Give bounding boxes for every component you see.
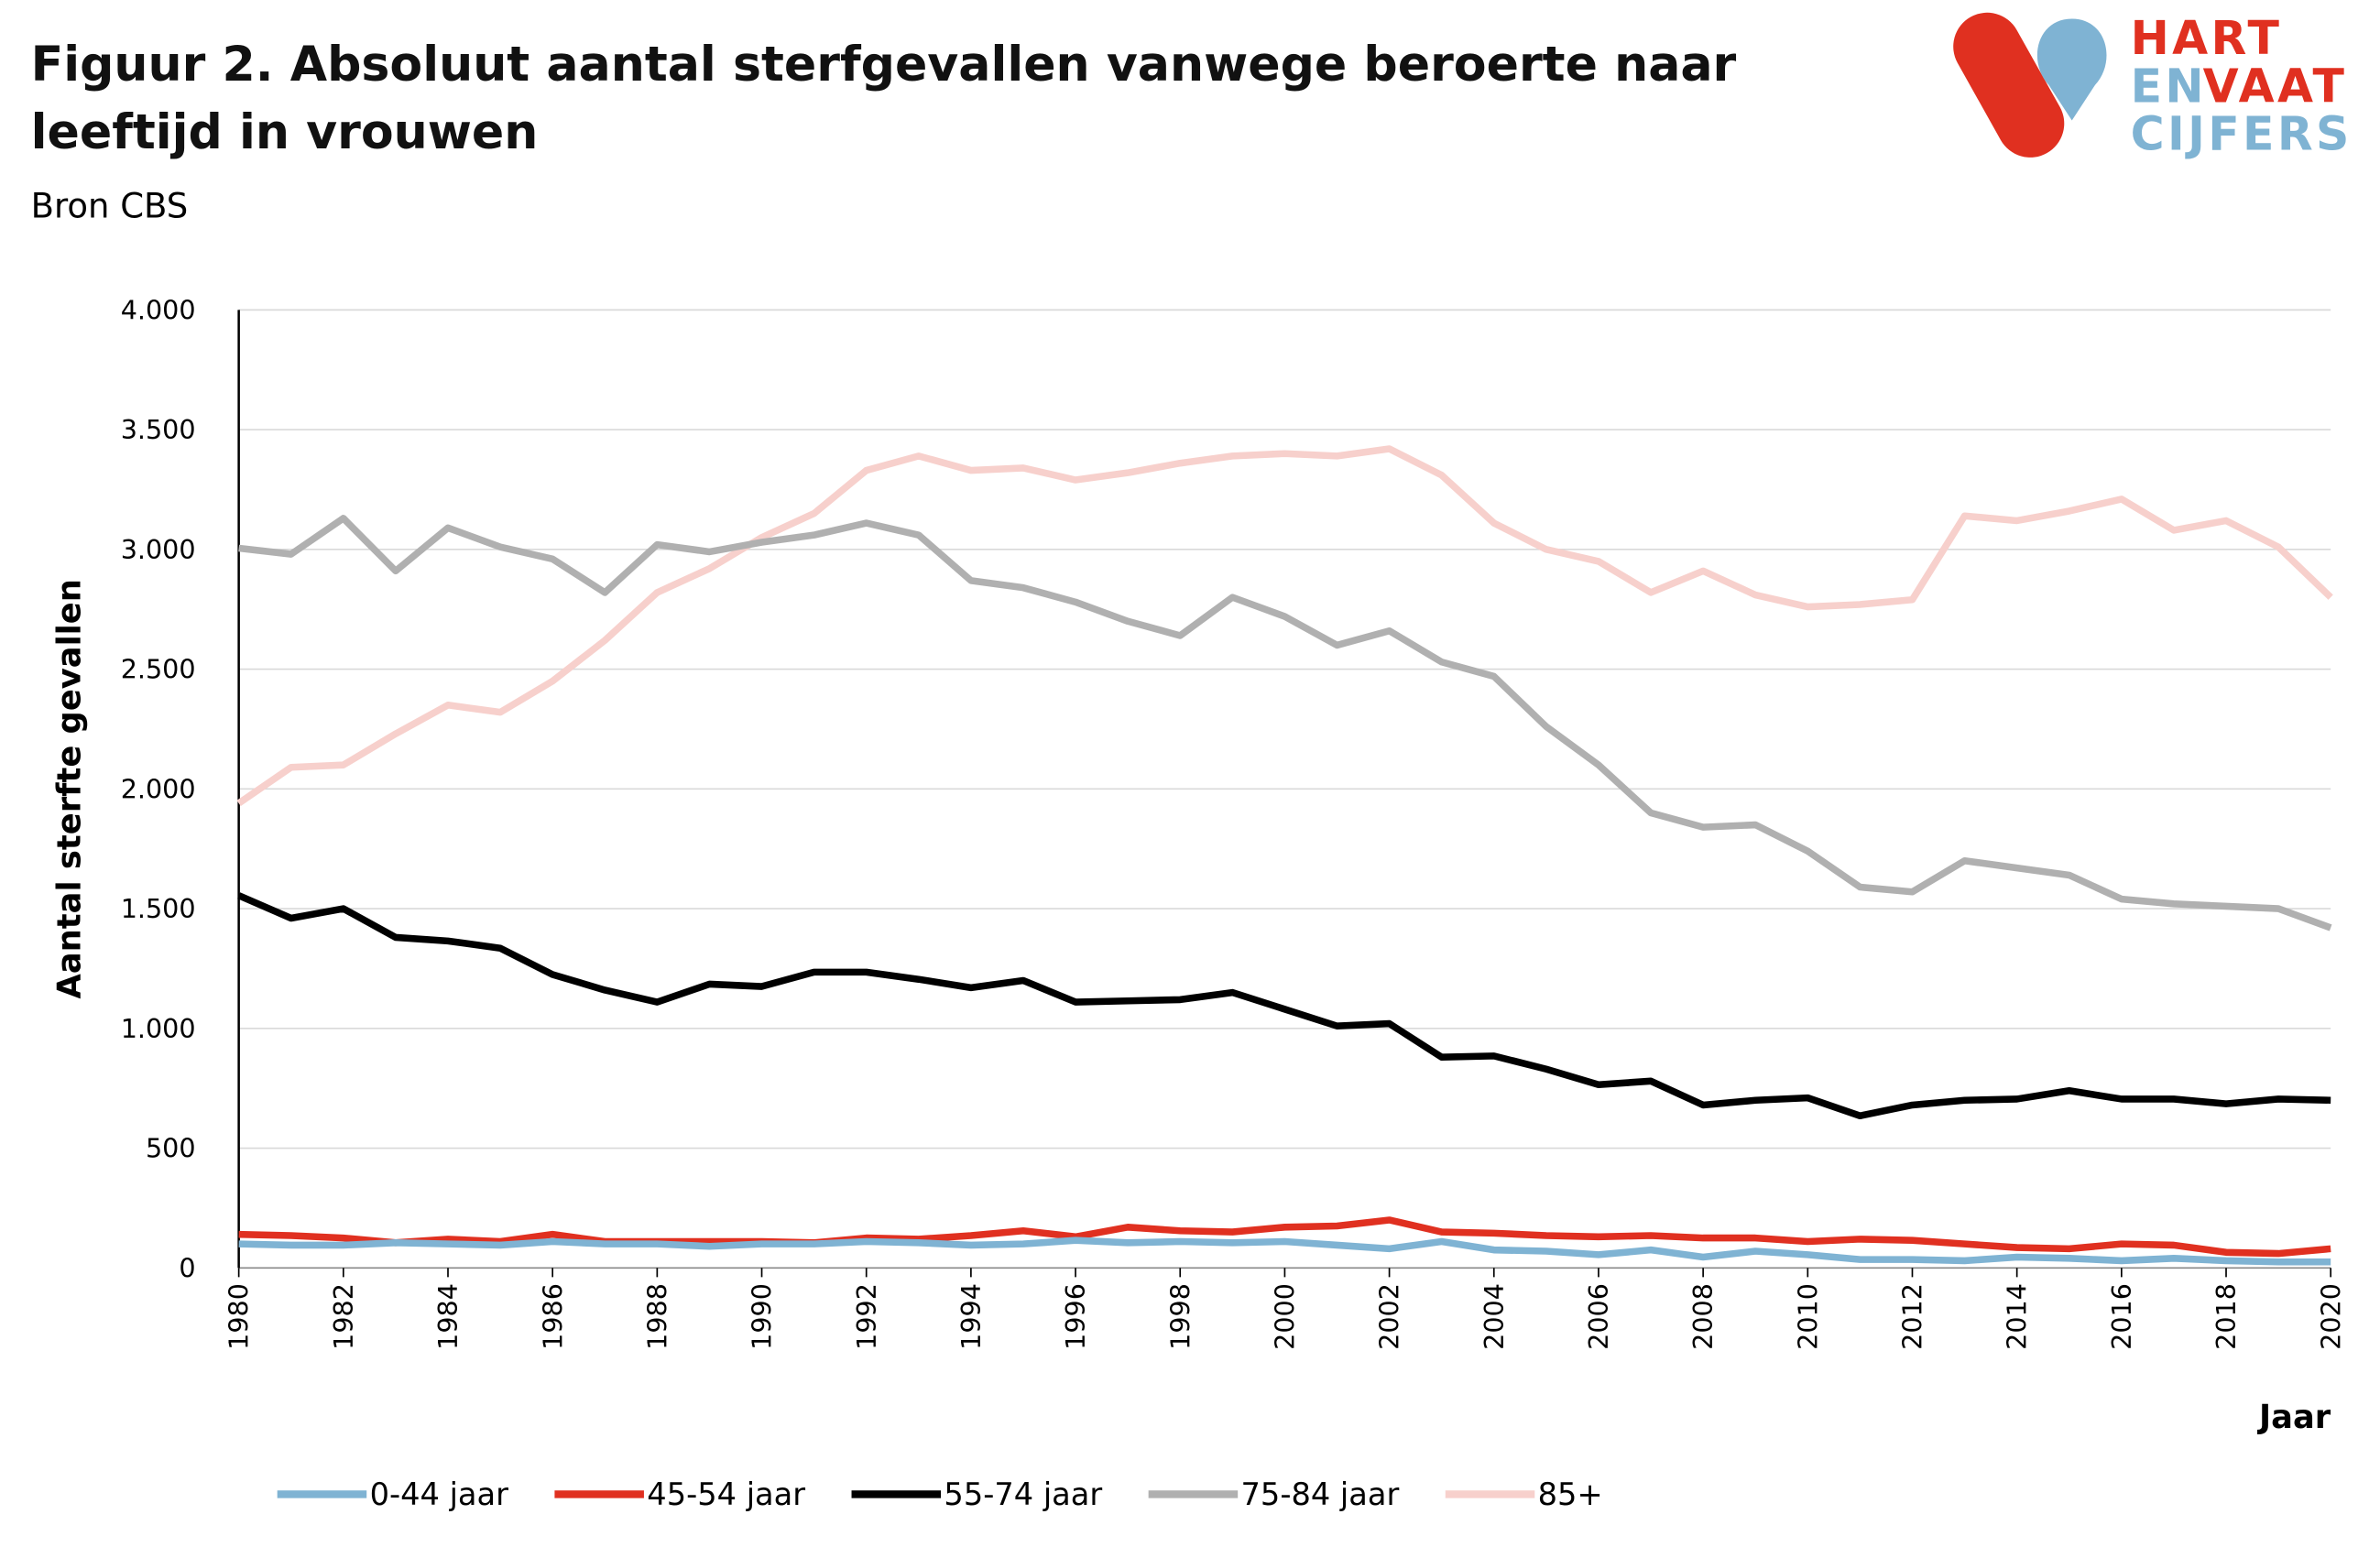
y-tick-label: 3.000 <box>121 534 196 565</box>
y-axis-label: Aantal sterfte gevallen <box>50 579 88 998</box>
logo-text: EN <box>2131 59 2207 113</box>
x-tick-label: 2010 <box>1792 1283 1823 1350</box>
logo: HART EN VAAT CIJFERS <box>1953 11 2353 160</box>
y-tick-label: 1.500 <box>121 893 196 924</box>
legend-label: 75-84 jaar <box>1241 1476 1400 1512</box>
line-series <box>236 445 2333 807</box>
x-tick-label: 2012 <box>1897 1283 1928 1350</box>
y-tick-label: 3.500 <box>121 414 196 445</box>
x-tick-label: 1996 <box>1060 1283 1091 1350</box>
y-tick-label: 0 <box>179 1252 195 1283</box>
x-tick-label: 1986 <box>537 1283 568 1350</box>
line-series <box>238 515 2332 931</box>
x-tick-label: 1998 <box>1164 1283 1195 1350</box>
legend-label: 55-74 jaar <box>944 1476 1102 1512</box>
y-tick-label: 500 <box>146 1133 196 1164</box>
x-tick-label: 1994 <box>955 1283 987 1350</box>
legend-label: 45-54 jaar <box>647 1476 805 1512</box>
logo-text: HART <box>2131 11 2283 65</box>
x-tick-label: 2004 <box>1479 1283 1510 1350</box>
title-box: Figuur 2. Absoluut aantal sterfgevallen … <box>30 37 1737 161</box>
y-tick-label: 2.000 <box>121 773 196 804</box>
chart-subtitle: Bron CBS <box>31 186 189 225</box>
line-series <box>238 1216 2331 1258</box>
x-tick-label: 1990 <box>747 1283 778 1350</box>
logo-text: VAAT <box>2203 59 2348 113</box>
x-tick-label: 1992 <box>851 1283 882 1350</box>
line-series <box>238 1237 2331 1266</box>
x-tick-label: 1984 <box>432 1283 464 1350</box>
x-tick-label: 2000 <box>1270 1283 1301 1350</box>
legend-label: 0-44 jaar <box>370 1476 509 1512</box>
x-tick-label: 1988 <box>641 1283 672 1350</box>
x-tick-label: 2006 <box>1583 1283 1614 1350</box>
y-tick-label: 4.000 <box>121 294 196 325</box>
x-tick-label: 2008 <box>1687 1283 1719 1350</box>
y-tick-label: 2.500 <box>121 654 196 685</box>
logo-drop <box>2036 18 2107 121</box>
logo-shape <box>1953 12 2065 158</box>
chart-title: Figuur 2. Absoluut aantal sterfgevallen … <box>30 37 1737 161</box>
x-tick-label: 2020 <box>2315 1283 2346 1350</box>
x-tick-label: 1982 <box>328 1283 359 1350</box>
legend-label: 85+ <box>1538 1476 1603 1512</box>
logo-text: CIJFERS <box>2131 106 2353 160</box>
x-tick-label: 1980 <box>224 1283 255 1350</box>
x-tick-label: 2018 <box>2211 1283 2242 1350</box>
line-series <box>237 892 2331 1120</box>
y-tick-label: 1.000 <box>121 1013 196 1044</box>
x-tick-label: 2014 <box>2002 1283 2033 1350</box>
x-tick-label: 2002 <box>1374 1283 1405 1350</box>
x-axis-label: Jaar <box>2257 1399 2331 1436</box>
x-tick-label: 2016 <box>2106 1283 2137 1350</box>
